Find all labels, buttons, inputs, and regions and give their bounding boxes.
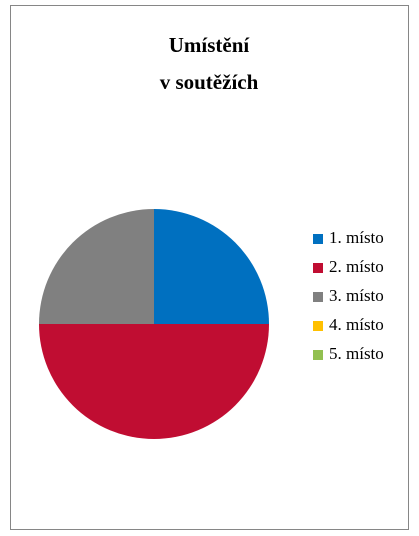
legend-label: 2. místo <box>329 257 384 276</box>
legend-label: 3. místo <box>329 286 384 305</box>
legend-swatch <box>313 234 323 244</box>
pie-slice <box>39 324 269 439</box>
legend-label: 1. místo <box>329 228 384 247</box>
legend-swatch <box>313 321 323 331</box>
chart-title: Umístění <box>169 33 251 57</box>
pie-slice <box>154 209 269 324</box>
legend-swatch <box>313 263 323 273</box>
pie-slice <box>39 209 154 324</box>
legend-swatch <box>313 292 323 302</box>
legend-swatch <box>313 350 323 360</box>
chart-title: v soutěžích <box>160 70 259 94</box>
legend-label: 5. místo <box>329 344 384 363</box>
legend-label: 4. místo <box>329 315 384 334</box>
